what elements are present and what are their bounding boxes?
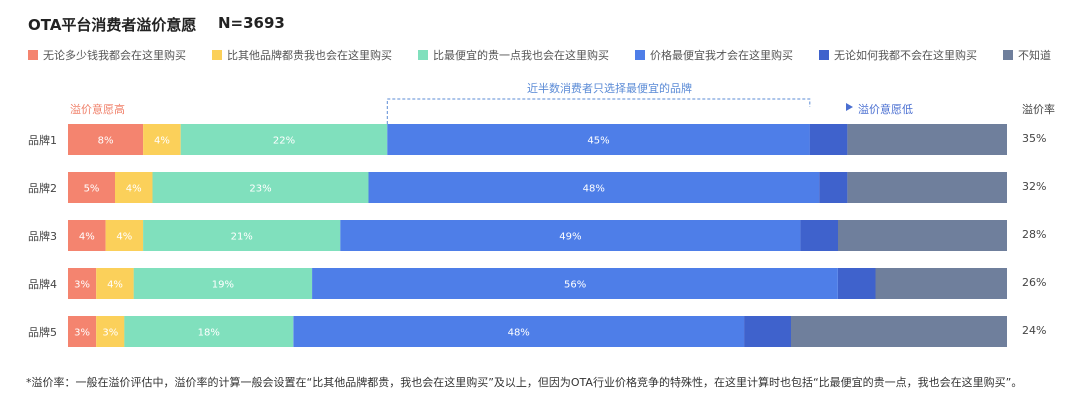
bar-segment: [819, 172, 848, 203]
bar-segment: [838, 268, 876, 299]
bar-data-label: 3%: [74, 328, 90, 339]
bar-segment: [68, 316, 97, 347]
bar-segment: [340, 220, 801, 251]
bar-segment: [133, 268, 313, 299]
premium-rate-value: 28%: [1022, 227, 1047, 241]
bar-segment: [800, 220, 838, 251]
bar-data-label: 4%: [107, 280, 123, 291]
legend-item: 比最便宜的贵一点我也会在这里购买: [418, 47, 609, 63]
bar-segment: [96, 316, 125, 347]
category-label: 品牌2: [28, 181, 57, 195]
chart-legend: 无论多少钱我都会在这里购买 比其他品牌都贵我也会在这里购买 比最便宜的贵一点我也会在…: [28, 47, 1077, 63]
premium-rate-value: 24%: [1022, 323, 1047, 337]
bar-data-label: 19%: [212, 280, 234, 291]
cheapest-bracket: [386, 98, 811, 124]
bar-data-label: 4%: [79, 232, 95, 243]
bar-segment: [875, 268, 1007, 299]
bar-segment: [791, 316, 1007, 347]
premium-rate-header: 溢价率: [1022, 103, 1055, 116]
legend-swatch: [1003, 50, 1013, 60]
bar-data-label: 48%: [508, 328, 530, 339]
bar-segment: [68, 172, 115, 203]
premium-high-label: 溢价意愿高: [70, 103, 125, 116]
bar-segment: [387, 124, 810, 155]
bar-segment: [312, 268, 838, 299]
bar-segment: [847, 172, 1007, 203]
legend-item: 无论如何我都不会在这里购买: [819, 47, 977, 63]
bar-data-label: 21%: [231, 232, 253, 243]
legend-label: 无论如何我都不会在这里购买: [834, 49, 977, 62]
legend-item: 价格最便宜我才会在这里购买: [635, 47, 793, 63]
bar-segment: [105, 220, 144, 251]
bar-segment: [143, 220, 341, 251]
legend-swatch: [212, 50, 222, 60]
bar-data-label: 49%: [559, 232, 581, 243]
premium-low-label: 溢价意愿低: [858, 103, 913, 116]
bar-segment: [152, 172, 369, 203]
legend-swatch: [28, 50, 38, 60]
bar-data-label: 5%: [84, 184, 100, 195]
sample-size-label: N=3693: [218, 14, 285, 32]
bar-segment: [124, 316, 294, 347]
bar-data-label: 22%: [273, 136, 295, 147]
legend-swatch: [418, 50, 428, 60]
bar-data-label: 4%: [116, 232, 132, 243]
bar-data-label: 48%: [583, 184, 605, 195]
category-label: 品牌3: [28, 229, 57, 243]
bar-segment: [180, 124, 388, 155]
category-label: 品牌4: [28, 277, 57, 291]
arrow-head-icon: [846, 103, 853, 111]
bar-data-label: 56%: [564, 280, 586, 291]
premium-rate-value: 26%: [1022, 275, 1047, 289]
bar-segment: [368, 172, 820, 203]
bar-data-label: 3%: [74, 280, 90, 291]
bar-segment: [96, 268, 134, 299]
category-label: 品牌5: [28, 325, 57, 339]
chart-title: OTA平台消费者溢价意愿: [28, 16, 197, 34]
bar-segment: [847, 124, 1007, 155]
bar-data-label: 3%: [102, 328, 118, 339]
bar-segment: [744, 316, 792, 347]
bar-data-label: 4%: [126, 184, 142, 195]
premium-rate-value: 32%: [1022, 179, 1047, 193]
legend-item: 比其他品牌都贵我也会在这里购买: [212, 47, 392, 63]
bar-segment: [115, 172, 153, 203]
bar-data-label: 23%: [249, 184, 271, 195]
bar-segment: [68, 268, 97, 299]
bar-segment: [68, 220, 106, 251]
bar-data-label: 8%: [98, 136, 114, 147]
category-label: 品牌1: [28, 133, 57, 147]
bar-data-label: 4%: [154, 136, 170, 147]
bar-segment: [809, 124, 848, 155]
bar-segment: [293, 316, 745, 347]
legend-item: 不知道: [1003, 47, 1051, 63]
legend-item: 无论多少钱我都会在这里购买: [28, 47, 186, 63]
bar-data-label: 45%: [587, 136, 609, 147]
legend-label: 价格最便宜我才会在这里购买: [650, 49, 793, 62]
bar-data-label: 18%: [198, 328, 220, 339]
legend-label: 比最便宜的贵一点我也会在这里购买: [433, 49, 609, 62]
bar-segment: [143, 124, 181, 155]
footnote: *溢价率：一般在溢价评估中，溢价率的计算一般会设置在“比其他品牌都贵，我也会在这…: [26, 376, 1023, 389]
premium-rate-value: 35%: [1022, 131, 1047, 145]
legend-label: 不知道: [1018, 49, 1051, 62]
legend-label: 比其他品牌都贵我也会在这里购买: [227, 49, 392, 62]
cheapest-bracket-label: 近半数消费者只选择最便宜的品牌: [527, 82, 692, 95]
legend-swatch: [635, 50, 645, 60]
legend-swatch: [819, 50, 829, 60]
bar-segment: [68, 124, 144, 155]
bar-segment: [838, 220, 1007, 251]
legend-label: 无论多少钱我都会在这里购买: [43, 49, 186, 62]
